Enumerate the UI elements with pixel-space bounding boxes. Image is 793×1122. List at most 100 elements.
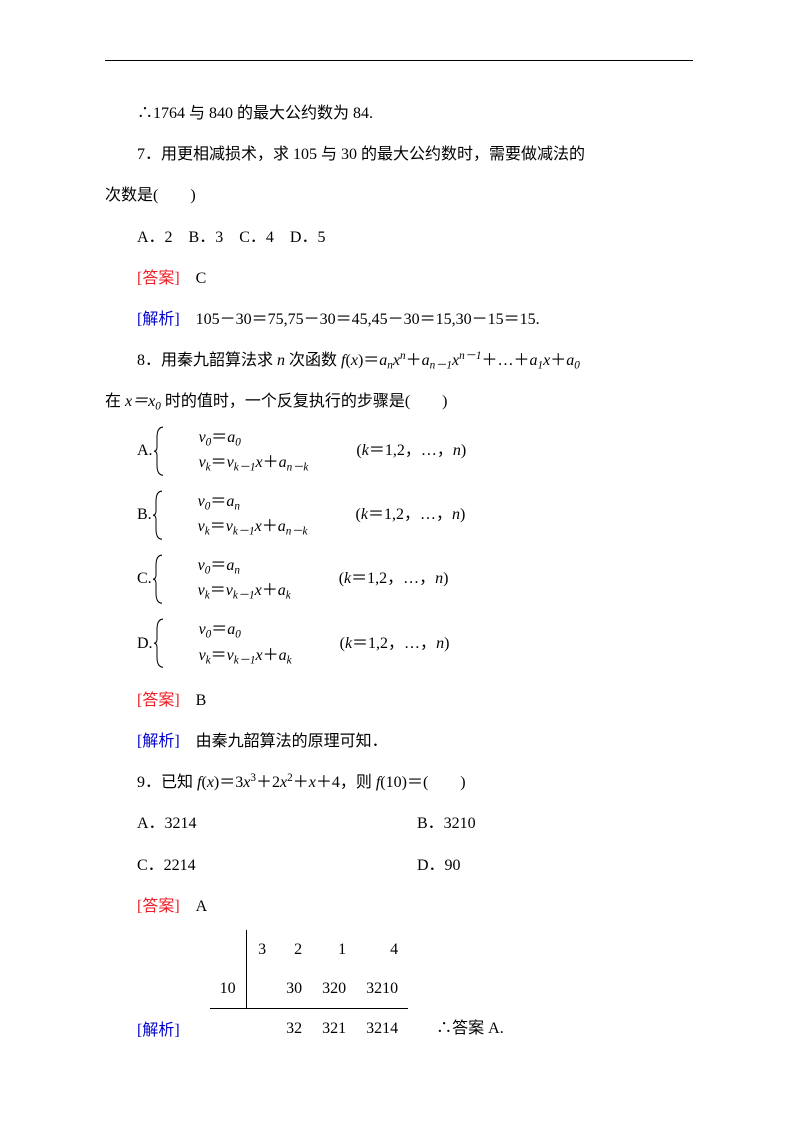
q8-analysis: 由秦九韶算法的原理可知． xyxy=(180,733,388,750)
brace: v0＝a0 vk＝vk－1x＋ak xyxy=(153,618,292,668)
line: vk＝vk－1x＋ak xyxy=(166,579,291,604)
q9-opt-c: C．2214 xyxy=(105,848,385,883)
cell: 4 xyxy=(356,930,408,969)
s: 0 xyxy=(574,359,580,371)
xeq: x＝x xyxy=(125,393,155,410)
q9-number: 9． xyxy=(137,774,161,791)
brace-icon xyxy=(152,490,164,540)
text: 840 xyxy=(205,105,237,122)
q8-number: 8． xyxy=(137,352,161,369)
line: v0＝a0 xyxy=(167,426,309,451)
synthetic-division-table: 3 2 1 4 10 30 320 3210 32 321 3214 xyxy=(210,930,409,1049)
cell xyxy=(210,930,247,969)
brace: v0＝a0 vk＝vk－1x＋an－k xyxy=(153,426,309,476)
cell: 3214 xyxy=(356,1009,408,1049)
text: 84. xyxy=(349,105,373,122)
q7-number: 7． xyxy=(137,146,161,163)
q8-option-b: B. v0＝an vk＝vk－1x＋an－k (k＝1,2，…，n) xyxy=(105,490,693,540)
q8-answer-row: [答案] B xyxy=(105,683,693,718)
t: 已知 xyxy=(161,774,197,791)
brace: v0＝an vk＝vk－1x＋an－k xyxy=(152,490,308,540)
k-range: (k＝1,2，…，n) xyxy=(308,632,450,656)
q9-answer-row: [答案] A xyxy=(105,889,693,924)
term: a xyxy=(530,352,538,369)
n: n xyxy=(277,352,285,369)
q8-line2: 在 x＝x0 时的值时，一个反复执行的步骤是( ) xyxy=(105,384,693,419)
brace-lines: v0＝an vk＝vk－1x＋ak xyxy=(164,554,291,604)
q7-stem-a: 7．用更相减损术，求 105 与 30 的最大公约数时，需要做减法的 xyxy=(105,137,693,172)
brace-lines: v0＝an vk＝vk－1x＋an－k xyxy=(164,490,308,540)
q9-stem: 9．已知 f(x)＝3x3＋2x2＋x＋4，则 f(10)＝( ) xyxy=(105,765,693,800)
k-range: (k＝1,2，…，n) xyxy=(307,567,449,591)
table-row: 32 321 3214 xyxy=(210,1009,409,1049)
cell xyxy=(210,1009,247,1049)
q8-option-a: A. v0＝a0 vk＝vk－1x＋an－k (k＝1,2，…，n) xyxy=(105,426,693,476)
brace-lines: v0＝a0 vk＝vk－1x＋an－k xyxy=(165,426,309,476)
opt-label: C. xyxy=(105,567,152,591)
table-row: 3 2 1 4 xyxy=(210,930,409,969)
brace-icon xyxy=(152,554,164,604)
q8-option-c: C. v0＝an vk＝vk－1x＋ak (k＝1,2，…，n) xyxy=(105,554,693,604)
cell: 2 xyxy=(276,930,312,969)
plus: ＋ xyxy=(550,352,566,369)
line: v0＝a0 xyxy=(167,618,292,643)
term: anxn xyxy=(379,352,405,369)
t: ，则 xyxy=(340,774,376,791)
q7-text-b: 次数是( ) xyxy=(105,187,196,204)
analysis-label: [解析] xyxy=(105,1013,180,1048)
top-rule xyxy=(105,60,693,61)
text: ∴1764 xyxy=(137,105,189,122)
t: 次函数 xyxy=(285,352,341,369)
answer-label: [答案] xyxy=(137,270,180,287)
q9-opt-a: A．3214 xyxy=(105,806,385,841)
q7-answer: C xyxy=(180,270,207,287)
brace: v0＝an vk＝vk－1x＋ak xyxy=(152,554,291,604)
conclusion-line: ∴1764 与 840 的最大公约数为 84. xyxy=(105,96,693,131)
q9-tail: ∴答案 A. xyxy=(420,1011,504,1048)
line: vk＝vk－1x＋an－k xyxy=(167,451,309,476)
cell: 1 xyxy=(312,930,356,969)
opt-label: D. xyxy=(105,632,153,656)
q9-options-row1: A．3214 B．3210 xyxy=(105,806,693,841)
analysis-label: [解析] xyxy=(137,733,180,750)
q9-opt-b: B．3210 xyxy=(385,806,476,841)
q7-options: A．2 B．3 C．4 D．5 xyxy=(105,220,693,255)
t: 在 xyxy=(105,393,125,410)
q7-analysis: 105－30＝75,75－30＝45,45－30＝15,30－15＝15. xyxy=(180,311,540,328)
answer-label: [答案] xyxy=(137,898,180,915)
analysis-label: [解析] xyxy=(137,311,180,328)
eq: )＝ xyxy=(358,352,379,369)
term: an－1xn－1 xyxy=(422,352,482,369)
x: x xyxy=(351,352,358,369)
plus: ＋ xyxy=(406,352,422,369)
q8-answer: B xyxy=(180,692,207,709)
brace-icon xyxy=(153,618,165,668)
q8-line1: 8．用秦九韶算法求 n 次函数 f(x)＝anxn＋an－1xn－1＋…＋a1x… xyxy=(105,343,693,378)
q8-analysis-row: [解析] 由秦九韶算法的原理可知． xyxy=(105,724,693,759)
line: vk＝vk－1x＋an－k xyxy=(166,515,308,540)
q9-opt-d: D．90 xyxy=(385,848,461,883)
text: 的最大公约数为 xyxy=(237,105,349,122)
k-range: (k＝1,2，…，n) xyxy=(324,503,466,527)
q9-options-row2: C．2214 D．90 xyxy=(105,848,693,883)
t: ) xyxy=(428,774,465,791)
q7-stem-b: 次数是( ) xyxy=(105,178,693,213)
cell: 320 xyxy=(312,969,356,1009)
cell: 321 xyxy=(312,1009,356,1049)
brace-lines: v0＝a0 vk＝vk－1x＋ak xyxy=(165,618,292,668)
q7-answer-row: [答案] C xyxy=(105,261,693,296)
f: f xyxy=(197,774,201,791)
plus: ＋…＋ xyxy=(481,352,529,369)
cell: 3 xyxy=(246,930,276,969)
line: v0＝an xyxy=(166,490,308,515)
k-range: (k＝1,2，…，n) xyxy=(324,439,466,463)
q8-stem: 8．用秦九韶算法求 n 次函数 f(x)＝anxn＋an－1xn－1＋…＋a1x… xyxy=(105,343,693,419)
q7-text: 用更相减损术，求 105 与 30 的最大公约数时，需要做减法的 xyxy=(161,146,585,163)
line: v0＝an xyxy=(166,554,291,579)
q7-analysis-row: [解析] 105－30＝75,75－30＝45,45－30＝15,30－15＝1… xyxy=(105,302,693,337)
cell xyxy=(246,1009,276,1049)
cell: 3210 xyxy=(356,969,408,1009)
q7-options-text: A．2 B．3 C．4 D．5 xyxy=(137,229,325,246)
opt-label: B. xyxy=(105,503,152,527)
answer-label: [答案] xyxy=(137,692,180,709)
